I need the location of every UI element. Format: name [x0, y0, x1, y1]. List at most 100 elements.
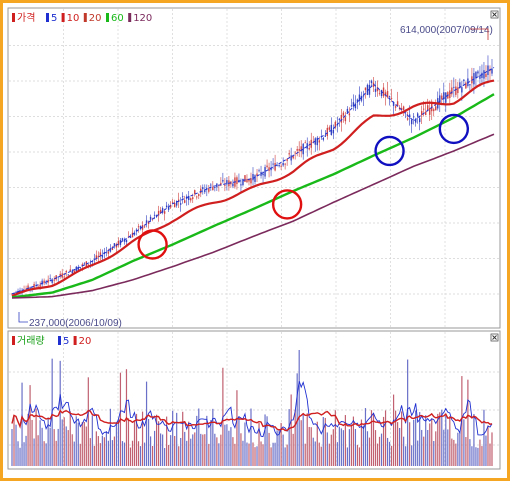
volume-bar: [109, 408, 112, 466]
candle-body: [344, 117, 347, 122]
candle-body: [45, 283, 47, 285]
candle-body: [11, 293, 13, 295]
volume-bar: [451, 438, 453, 466]
candle-body: [414, 119, 417, 123]
volume-bar: [107, 440, 109, 466]
volume-bar: [394, 410, 397, 466]
volume-bar: [330, 434, 332, 466]
volume-bar: [401, 411, 403, 466]
volume-bar: [469, 439, 471, 466]
candle-body: [161, 208, 164, 213]
volume-bar: [481, 446, 483, 466]
candle-body: [41, 280, 43, 285]
volume-bar: [103, 437, 105, 466]
candle-body: [396, 101, 399, 107]
candle-body: [69, 269, 71, 272]
volume-bar: [280, 422, 282, 466]
volume-bar: [117, 419, 120, 466]
candle-body: [435, 106, 437, 111]
candle-body: [171, 202, 174, 204]
volume-bar: [282, 434, 284, 466]
candle-body: [288, 153, 290, 155]
volume-bar: [153, 430, 156, 466]
low-annotation-leader: [18, 312, 28, 323]
volume-bar: [342, 430, 344, 466]
volume-bar: [194, 432, 196, 466]
volume-bar: [423, 436, 425, 466]
candle-body: [408, 114, 411, 118]
volume-bar: [308, 426, 310, 466]
volume-bar: [380, 433, 383, 466]
volume-bar: [334, 410, 336, 466]
candle-body: [453, 86, 455, 88]
candle-body: [143, 226, 146, 228]
candle-body: [113, 243, 116, 247]
volume-bar: [328, 443, 330, 466]
volume-bar: [358, 447, 361, 466]
candle-body: [382, 87, 385, 97]
volume-bar: [411, 445, 413, 466]
volume-bar: [455, 443, 457, 466]
volume-bar: [449, 415, 451, 466]
candle-body: [240, 184, 242, 186]
candle-body: [418, 118, 421, 123]
volume-bar: [374, 430, 377, 466]
volume-bar: [240, 433, 242, 466]
candle-body: [232, 183, 234, 187]
candle-body: [429, 107, 431, 115]
volume-bar: [441, 409, 443, 466]
candle-body: [455, 86, 457, 95]
candle-body: [111, 247, 114, 251]
candle-body: [300, 146, 302, 152]
candle-body: [328, 127, 331, 130]
volume-bar: [483, 409, 485, 466]
volume-bar: [87, 377, 89, 466]
candle-body: [362, 95, 365, 97]
legend-marker: [61, 13, 65, 22]
volume-bar: [364, 408, 367, 466]
volume-bar: [212, 408, 214, 466]
volume-bar: [362, 425, 365, 466]
volume-bar: [101, 435, 103, 466]
candle-body: [354, 103, 357, 109]
candle-body: [99, 252, 102, 256]
price-panel: [7, 7, 501, 329]
volume-bar: [59, 360, 61, 466]
volume-bar: [75, 416, 77, 466]
close-icon[interactable]: [490, 333, 499, 342]
volume-bar: [475, 447, 477, 466]
candle-body: [457, 87, 459, 94]
volume-bar: [35, 408, 37, 466]
volume-bar: [346, 447, 348, 466]
volume-bar: [67, 430, 69, 466]
volume-bar: [433, 441, 435, 466]
volume-bar: [149, 436, 152, 466]
volume-ma-20: [11, 409, 493, 432]
volume-bar: [386, 437, 389, 466]
candle-body: [75, 266, 77, 272]
volume-bar: [294, 409, 296, 466]
volume-bar: [214, 433, 216, 466]
candle-body: [53, 279, 55, 281]
candle-body: [268, 167, 270, 171]
volume-bar: [368, 437, 371, 466]
volume-bar: [19, 447, 21, 466]
candle-body: [370, 80, 373, 84]
candle-body: [286, 158, 288, 161]
volume-bar: [141, 411, 144, 466]
candle-body: [165, 205, 168, 208]
ma-line-60: [11, 93, 495, 299]
volume-bar: [192, 434, 194, 466]
candle-body: [272, 163, 274, 165]
close-icon[interactable]: [490, 10, 499, 19]
candle-body: [55, 275, 57, 280]
candle-body: [79, 266, 81, 268]
candle-body: [427, 105, 429, 111]
volume-bar: [17, 441, 19, 466]
volume-bar: [366, 431, 369, 466]
candle-body: [388, 96, 391, 98]
candle-body: [137, 226, 140, 228]
candle-body: [282, 162, 284, 166]
volume-bar: [202, 434, 204, 466]
candle-body: [29, 287, 31, 289]
